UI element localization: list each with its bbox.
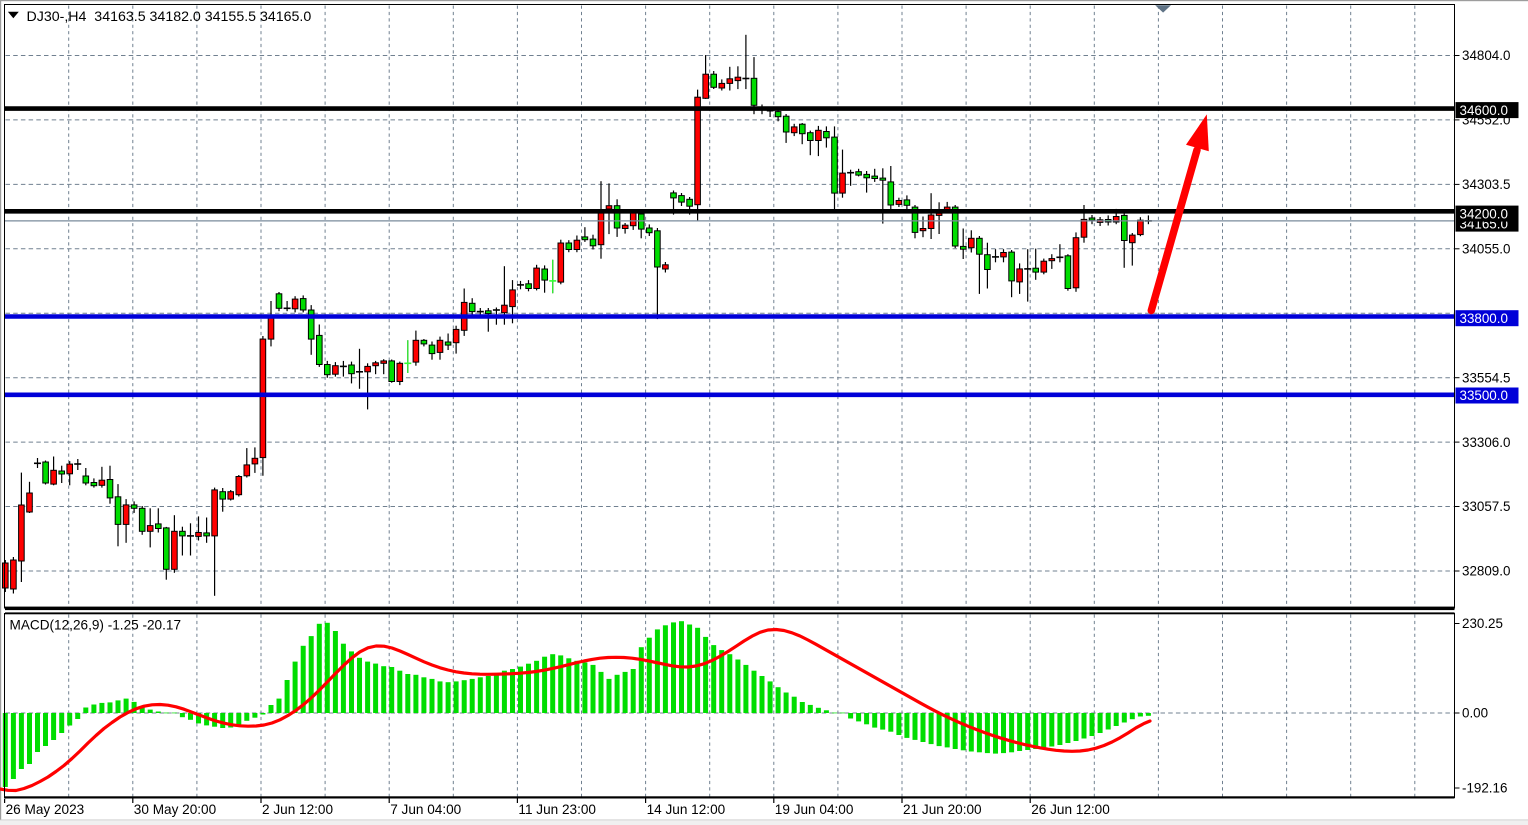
svg-text:34804.0: 34804.0 [1462, 48, 1510, 63]
svg-text:MACD(12,26,9) -1.25 -20.17: MACD(12,26,9) -1.25 -20.17 [10, 618, 182, 633]
svg-text:34055.0: 34055.0 [1462, 242, 1510, 257]
svg-text:34303.5: 34303.5 [1462, 177, 1510, 192]
svg-text:21 Jun 20:00: 21 Jun 20:00 [903, 802, 982, 817]
svg-text:33057.5: 33057.5 [1462, 499, 1510, 514]
svg-text:34600.0: 34600.0 [1460, 103, 1508, 118]
svg-text:2 Jun 12:00: 2 Jun 12:00 [262, 802, 333, 817]
svg-text:230.25: 230.25 [1462, 616, 1503, 631]
svg-text:7 Jun 04:00: 7 Jun 04:00 [390, 802, 461, 817]
svg-text:33800.0: 33800.0 [1460, 311, 1508, 326]
svg-text:26 May 2023: 26 May 2023 [6, 802, 85, 817]
svg-text:26 Jun 12:00: 26 Jun 12:00 [1031, 802, 1110, 817]
svg-text:32809.0: 32809.0 [1462, 564, 1510, 579]
svg-text:33306.0: 33306.0 [1462, 435, 1510, 450]
svg-text:19 Jun 04:00: 19 Jun 04:00 [775, 802, 854, 817]
svg-text:33500.0: 33500.0 [1460, 388, 1508, 403]
svg-text:30 May 20:00: 30 May 20:00 [134, 802, 217, 817]
svg-text:33554.5: 33554.5 [1462, 370, 1510, 385]
svg-text:DJ30-,H4 34163.5 34182.0 3415: DJ30-,H4 34163.5 34182.0 34155.5 34165.0 [27, 9, 312, 25]
svg-text:34200.0: 34200.0 [1460, 206, 1508, 221]
svg-text:-192.16: -192.16 [1462, 781, 1507, 796]
svg-text:11 Jun 23:00: 11 Jun 23:00 [518, 802, 596, 817]
svg-text:0.00: 0.00 [1462, 706, 1488, 721]
svg-text:14 Jun 12:00: 14 Jun 12:00 [647, 802, 726, 817]
